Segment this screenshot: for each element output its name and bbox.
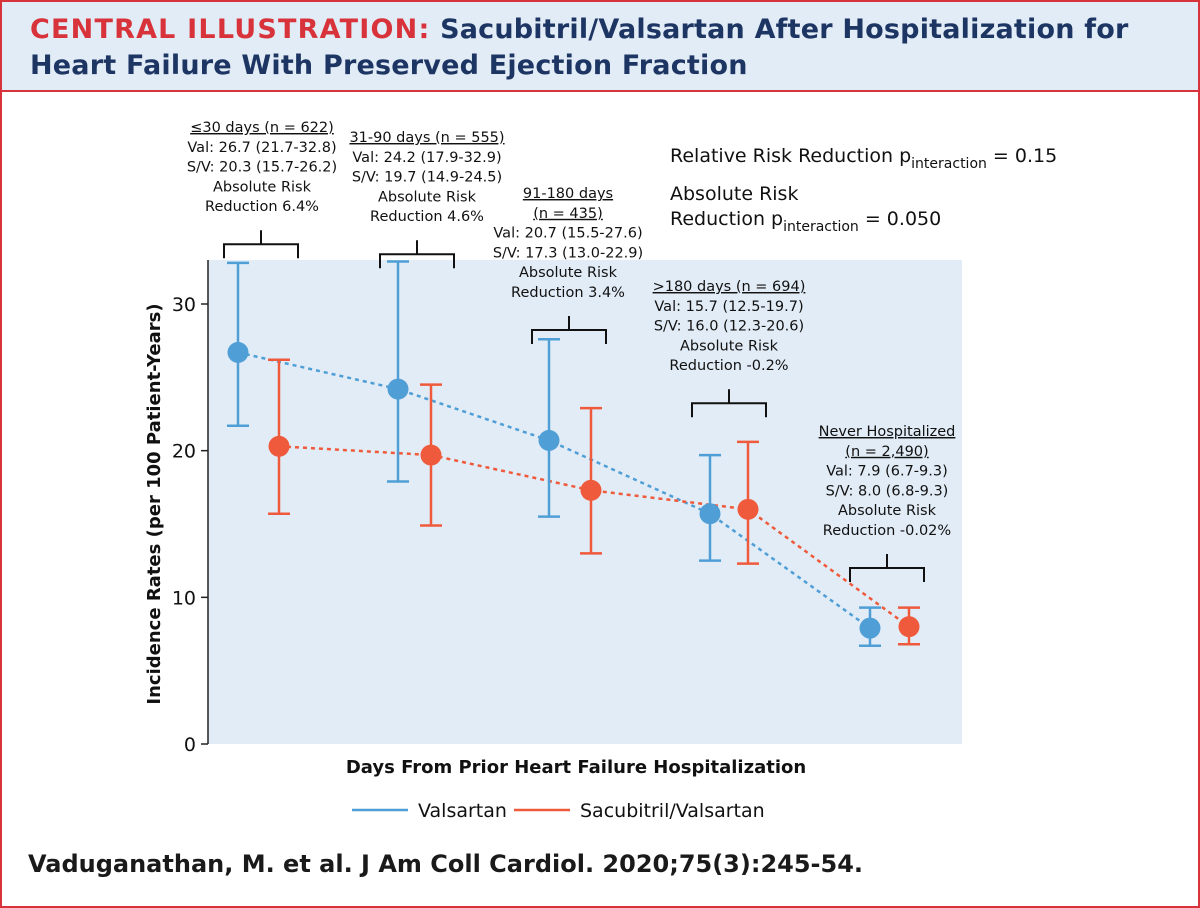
annotation-text: Val: 24.2 (17.9-32.9) [352, 150, 501, 166]
annotation-text: S/V: 17.3 (13.0-22.9) [493, 245, 643, 261]
data-point-valsartan [859, 606, 881, 647]
plot-area [208, 260, 962, 744]
annotation-text: ≤30 days (n = 622) [190, 120, 334, 136]
annotation-text: Val: 7.9 (6.7-9.3) [826, 464, 948, 480]
pvalue-arr-line2: Reduction pinteraction = 0.050 [670, 208, 941, 235]
annotation-text: S/V: 19.7 (14.9-24.5) [352, 170, 502, 186]
annotation-text: 31-90 days (n = 555) [349, 130, 504, 146]
citation: Vaduganathan, M. et al. J Am Coll Cardio… [28, 850, 864, 878]
point-sacubitril-valsartan [420, 444, 442, 466]
annotation-bracket [691, 389, 767, 418]
data-point-valsartan [387, 260, 409, 483]
data-point-sacubitril-valsartan [420, 383, 442, 527]
annotation-text: S/V: 16.0 (12.3-20.6) [654, 319, 804, 335]
annotation-text: Absolute Risk [680, 338, 779, 354]
x-axis-label: Days From Prior Heart Failure Hospitaliz… [346, 757, 806, 778]
data-point-sacubitril-valsartan [268, 358, 290, 515]
y-tick-label: 30 [172, 294, 196, 316]
y-tick-label: 0 [184, 734, 196, 756]
annotation-3: 91-180 days (n = 435) Val: 20.7 (15.5-27.6… [493, 186, 643, 344]
y-axis-label: Incidence Rates (per 100 Patient-Years) [144, 303, 165, 704]
central-illustration-label: CENTRAL ILLUSTRATION: [30, 14, 431, 45]
header-title-text1: Sacubitril/Valsartan After Hospitalizati… [440, 14, 1129, 45]
data-point-valsartan [699, 453, 721, 562]
annotation-text: >180 days (n = 694) [653, 279, 806, 295]
annotation-1: ≤30 days (n = 622) Val: 26.7 (21.7-32.8) S… [187, 120, 337, 259]
point-sacubitril-valsartan [737, 498, 759, 520]
annotation-text: Reduction -0.02% [823, 523, 951, 539]
point-sacubitril-valsartan [580, 479, 602, 501]
point-valsartan [859, 617, 881, 639]
annotation-text: Absolute Risk [519, 265, 618, 281]
data-point-sacubitril-valsartan [737, 440, 759, 565]
annotation-text: Absolute Risk [213, 179, 312, 195]
annotation-text: Reduction 4.6% [370, 209, 484, 225]
annotation-text: Reduction 6.4% [205, 199, 319, 215]
annotation-text: Reduction 3.4% [511, 285, 625, 301]
annotation-bracket [379, 240, 455, 269]
legend-label-valsartan: Valsartan [418, 800, 507, 822]
data-point-valsartan [227, 261, 249, 427]
annotation-text: Val: 26.7 (21.7-32.8) [187, 140, 336, 156]
y-tick-label: 10 [172, 587, 196, 609]
annotation-5: Never Hospitalized (n = 2,490) Val: 7.9 (6… [819, 424, 956, 582]
point-sacubitril-valsartan [268, 435, 290, 457]
point-sacubitril-valsartan [898, 616, 920, 638]
data-point-sacubitril-valsartan [898, 606, 920, 646]
annotation-4: >180 days (n = 694) Val: 15.7 (12.5-19.7)… [653, 279, 806, 418]
annotation-text: Reduction -0.2% [669, 358, 788, 374]
annotation-text: Absolute Risk [378, 189, 477, 205]
annotation-2: 31-90 days (n = 555) Val: 24.2 (17.9-32.9… [349, 130, 505, 269]
point-valsartan [699, 503, 721, 525]
data-point-valsartan [538, 337, 560, 518]
header-title-line1: CENTRAL ILLUSTRATION: Sacubitril/Valsart… [30, 14, 1128, 45]
header-title-line2: Heart Failure With Preserved Ejection Fr… [30, 50, 748, 81]
pvalue-arr-line1: Absolute Risk [670, 183, 798, 205]
annotation-text: S/V: 20.3 (15.7-26.2) [187, 160, 337, 176]
pvalue-rrr: Relative Risk Reduction pinteraction = 0… [670, 145, 1057, 172]
point-valsartan [538, 429, 560, 451]
legend: Valsartan Sacubitril/Valsartan [352, 800, 765, 822]
annotation-text: Never Hospitalized [819, 424, 956, 440]
annotation-text: Val: 15.7 (12.5-19.7) [654, 299, 803, 315]
annotation-text: 91-180 days [523, 186, 613, 202]
point-valsartan [227, 341, 249, 363]
annotation-bracket [531, 316, 607, 344]
point-valsartan [387, 378, 409, 400]
annotation-text: Absolute Risk [838, 503, 937, 519]
annotation-text: (n = 2,490) [845, 444, 928, 460]
annotation-text: Val: 20.7 (15.5-27.6) [493, 226, 642, 242]
annotation-bracket [223, 230, 299, 259]
data-point-sacubitril-valsartan [580, 406, 602, 555]
header-banner: CENTRAL ILLUSTRATION: Sacubitril/Valsart… [2, 2, 1198, 92]
annotation-bracket [849, 554, 925, 582]
annotation-text: (n = 435) [533, 206, 603, 222]
legend-label-sacubitril-valsartan: Sacubitril/Valsartan [580, 800, 765, 822]
y-tick-label: 20 [172, 441, 196, 463]
annotation-text: S/V: 8.0 (6.8-9.3) [826, 483, 949, 499]
